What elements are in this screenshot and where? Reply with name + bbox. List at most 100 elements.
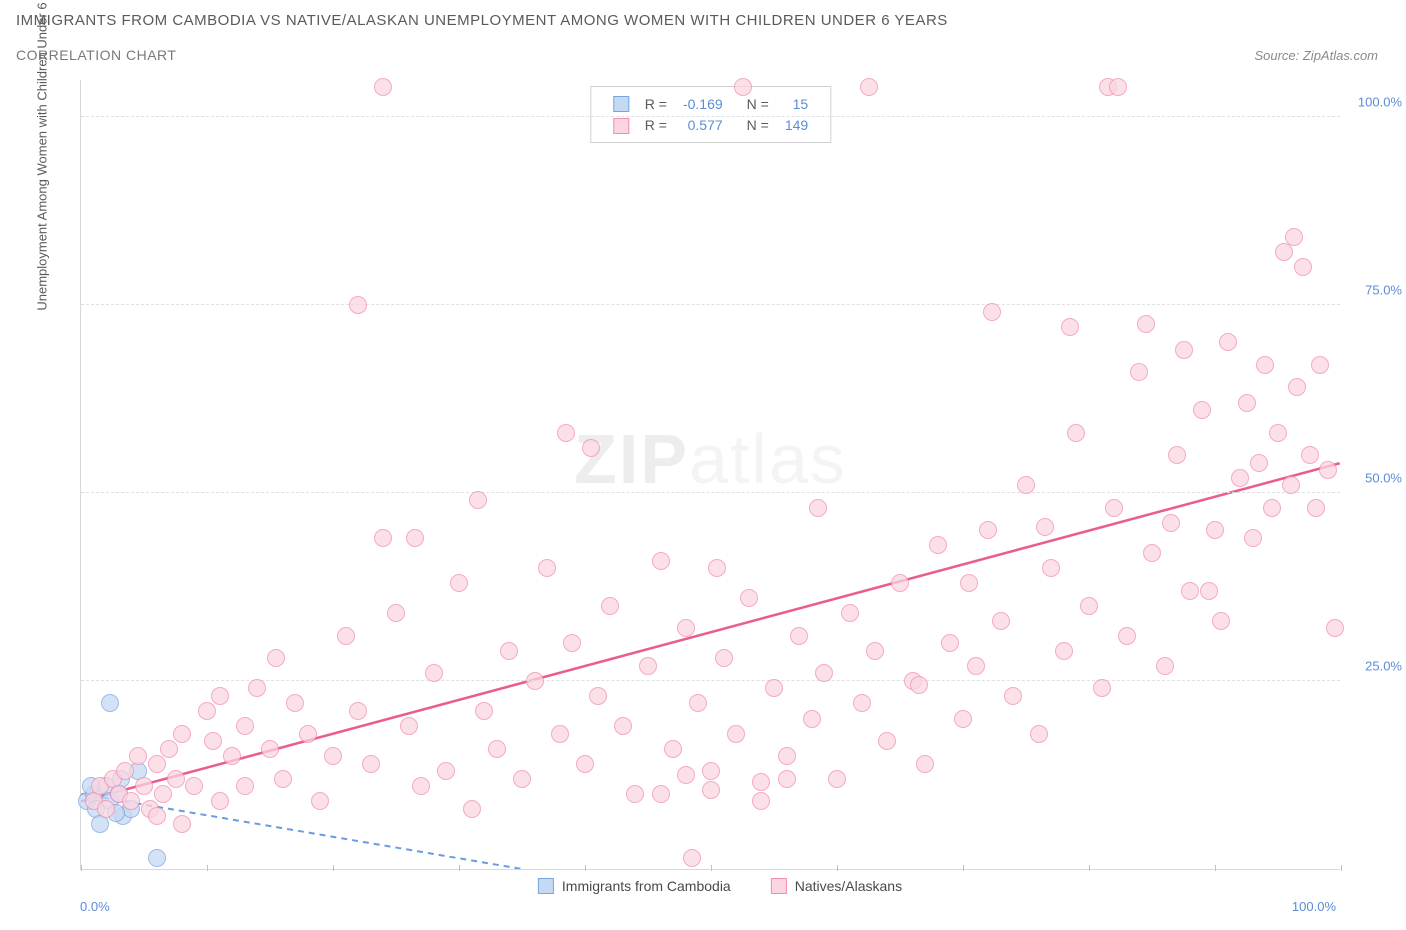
gridline xyxy=(81,680,1340,681)
legend-n-value: 149 xyxy=(777,114,816,135)
data-point xyxy=(1250,454,1268,472)
data-point xyxy=(299,725,317,743)
data-point xyxy=(349,296,367,314)
data-point xyxy=(992,612,1010,630)
data-point xyxy=(311,792,329,810)
data-point xyxy=(1275,243,1293,261)
legend-r-label: R = xyxy=(637,93,675,114)
data-point xyxy=(211,687,229,705)
data-point xyxy=(790,627,808,645)
data-point xyxy=(450,574,468,592)
data-point xyxy=(740,589,758,607)
x-tick xyxy=(711,865,712,871)
data-point xyxy=(538,559,556,577)
data-point xyxy=(374,529,392,547)
data-point xyxy=(129,747,147,765)
data-point xyxy=(1156,657,1174,675)
x-tick xyxy=(1341,865,1342,871)
data-point xyxy=(274,770,292,788)
legend-swatch-icon xyxy=(613,96,629,112)
data-point xyxy=(469,491,487,509)
data-point xyxy=(601,597,619,615)
data-point xyxy=(148,807,166,825)
data-point xyxy=(135,777,153,795)
gridline xyxy=(81,304,1340,305)
y-tick-label: 75.0% xyxy=(1365,282,1402,297)
data-point xyxy=(809,499,827,517)
data-point xyxy=(1181,582,1199,600)
data-point xyxy=(589,687,607,705)
data-point xyxy=(1238,394,1256,412)
data-point xyxy=(160,740,178,758)
data-point xyxy=(1175,341,1193,359)
plot-box: ZIPatlas R =-0.169N =15R =0.577N =149 25… xyxy=(80,80,1340,870)
data-point xyxy=(664,740,682,758)
x-axis-max: 100.0% xyxy=(1292,899,1336,914)
y-tick-label: 25.0% xyxy=(1365,658,1402,673)
x-tick xyxy=(459,865,460,871)
data-point xyxy=(1105,499,1123,517)
data-point xyxy=(803,710,821,728)
data-point xyxy=(916,755,934,773)
data-point xyxy=(860,78,878,96)
data-point xyxy=(853,694,871,712)
data-point xyxy=(248,679,266,697)
data-point xyxy=(828,770,846,788)
chart-title: IMMIGRANTS FROM CAMBODIA VS NATIVE/ALASK… xyxy=(0,0,1406,29)
x-tick xyxy=(333,865,334,871)
data-point xyxy=(349,702,367,720)
data-point xyxy=(582,439,600,457)
data-point xyxy=(167,770,185,788)
data-point xyxy=(929,536,947,554)
data-point xyxy=(337,627,355,645)
data-point xyxy=(815,664,833,682)
data-point xyxy=(557,424,575,442)
data-point xyxy=(866,642,884,660)
data-point xyxy=(1326,619,1344,637)
data-point xyxy=(941,634,959,652)
data-point xyxy=(286,694,304,712)
data-point xyxy=(154,785,172,803)
legend-item-label: Natives/Alaskans xyxy=(795,878,902,894)
subtitle-row: CORRELATION CHART Source: ZipAtlas.com xyxy=(0,29,1406,63)
data-point xyxy=(1042,559,1060,577)
data-point xyxy=(1285,228,1303,246)
data-point xyxy=(1193,401,1211,419)
watermark-bold: ZIP xyxy=(574,420,689,498)
data-point xyxy=(652,785,670,803)
data-point xyxy=(677,766,695,784)
data-point xyxy=(1130,363,1148,381)
legend-r-value: 0.577 xyxy=(675,114,731,135)
data-point xyxy=(1288,378,1306,396)
data-point xyxy=(101,694,119,712)
y-tick-label: 50.0% xyxy=(1365,470,1402,485)
data-point xyxy=(765,679,783,697)
data-point xyxy=(236,777,254,795)
x-axis-min: 0.0% xyxy=(80,899,110,914)
gridline xyxy=(81,492,1340,493)
y-axis-title: Unemployment Among Women with Children U… xyxy=(35,0,50,311)
data-point xyxy=(1206,521,1224,539)
data-point xyxy=(1294,258,1312,276)
x-tick xyxy=(207,865,208,871)
legend-item-label: Immigrants from Cambodia xyxy=(562,878,731,894)
data-point xyxy=(374,78,392,96)
watermark: ZIPatlas xyxy=(574,419,847,499)
x-tick xyxy=(585,865,586,871)
data-point xyxy=(626,785,644,803)
data-point xyxy=(708,559,726,577)
data-point xyxy=(1200,582,1218,600)
data-point xyxy=(1301,446,1319,464)
data-point xyxy=(652,552,670,570)
data-point xyxy=(702,762,720,780)
x-tick xyxy=(963,865,964,871)
data-point xyxy=(1036,518,1054,536)
data-point xyxy=(173,725,191,743)
x-tick xyxy=(1215,865,1216,871)
legend-swatch-icon xyxy=(538,878,554,894)
data-point xyxy=(715,649,733,667)
data-point xyxy=(362,755,380,773)
data-point xyxy=(324,747,342,765)
legend-n-value: 15 xyxy=(777,93,816,114)
data-point xyxy=(267,649,285,667)
